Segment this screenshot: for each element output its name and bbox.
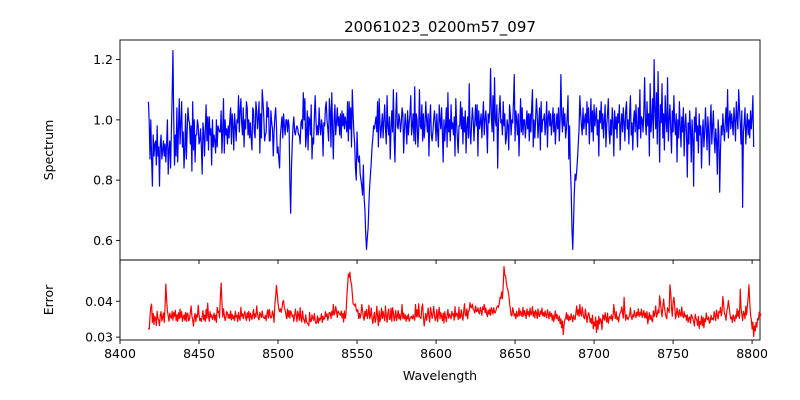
error-plot-area [119, 259, 761, 341]
error-x-tick-label: 8500 [262, 346, 294, 361]
error-y-tick-label: 0.04 [85, 294, 113, 309]
spectrum-y-tick-label: 1.0 [93, 112, 113, 127]
spectrum-panel: 0.6 0.8 1.0 1.2 Spectrum [41, 39, 761, 264]
spectrum-y-axis: 0.6 0.8 1.0 1.2 [93, 52, 120, 248]
spectrum-y-tick-label: 1.2 [93, 52, 113, 67]
error-panel: 0.03 0.04 8400 8450 8500 8550 8600 8650 8700 875… [41, 259, 768, 383]
chart-title: 20061023_0200m57_097 [344, 18, 536, 37]
error-x-tick-label: 8400 [104, 346, 136, 361]
spectrum-y-tick-label: 0.8 [93, 173, 113, 188]
spectrum-y-axis-label: Spectrum [41, 120, 56, 181]
error-x-tick-label: 8550 [341, 346, 373, 361]
error-y-axis-label: Error [41, 284, 56, 315]
error-x-tick-label: 8650 [499, 346, 531, 361]
error-x-tick-label: 8600 [420, 346, 452, 361]
error-x-axis: 8400 8450 8500 8550 8600 8650 8700 8750 8800 [104, 340, 768, 361]
error-x-tick-label: 8750 [657, 346, 689, 361]
spectrum-x-axis [119, 260, 753, 264]
x-axis-label: Wavelength [403, 368, 477, 383]
error-y-tick-label: 0.03 [85, 330, 113, 345]
error-series-line [147, 265, 762, 338]
error-x-tick-label: 8450 [183, 346, 215, 361]
error-y-axis: 0.03 0.04 [85, 294, 120, 345]
spectrum-y-tick-label: 0.6 [93, 233, 113, 248]
spectrum-series-line [147, 49, 755, 251]
error-x-tick-label: 8800 [736, 346, 768, 361]
error-x-tick-label: 8700 [578, 346, 610, 361]
